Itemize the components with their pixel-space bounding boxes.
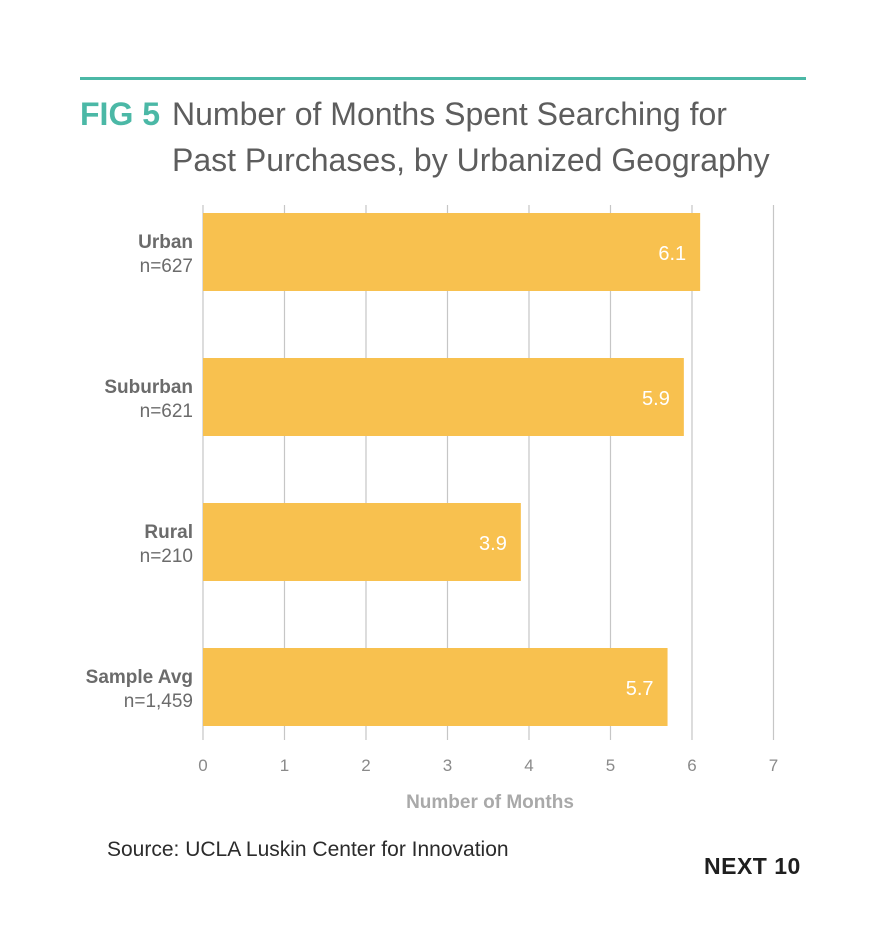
bar-value-label: 5.7 [626,678,654,700]
title-line-2: Past Purchases, by Urbanized Geography [172,142,770,178]
x-tick-label: 5 [606,756,615,775]
x-tick-label: 2 [361,756,370,775]
bar-value-label: 5.9 [642,388,670,410]
sample-size-label: n=1,459 [124,691,193,712]
bar-value-label: 3.9 [479,533,507,555]
x-tick-label: 6 [687,756,696,775]
sample-size-label: n=621 [140,401,193,422]
bar [203,213,701,291]
category-label: Urban [138,232,193,253]
title-line-1: Number of Months Spent Searching for [172,96,727,132]
category-label: Suburban [104,377,193,398]
bar-chart: 6.1 Urban n=627 5.9 Suburban n=621 3.9 Rural n=2… [86,205,778,813]
bar [203,358,684,436]
category-label: Sample Avg [86,667,193,688]
bar-value-label: 6.1 [658,243,686,265]
x-tick-label: 3 [443,756,452,775]
sample-size-label: n=210 [140,546,193,567]
figure-number: FIG 5 [80,96,161,132]
x-tick-label: 0 [198,756,207,775]
category-label: Rural [144,522,193,543]
x-axis-label: Number of Months [406,792,574,813]
brand-logo: NEXT 10 [704,853,801,879]
x-tick-label: 7 [769,756,778,775]
top-rule [80,77,806,80]
x-tick-label: 4 [524,756,533,775]
bar [203,503,521,581]
bar [203,648,668,726]
source-note: Source: UCLA Luskin Center for Innovatio… [107,838,509,861]
x-tick-label: 1 [280,756,289,775]
sample-size-label: n=627 [140,256,193,277]
